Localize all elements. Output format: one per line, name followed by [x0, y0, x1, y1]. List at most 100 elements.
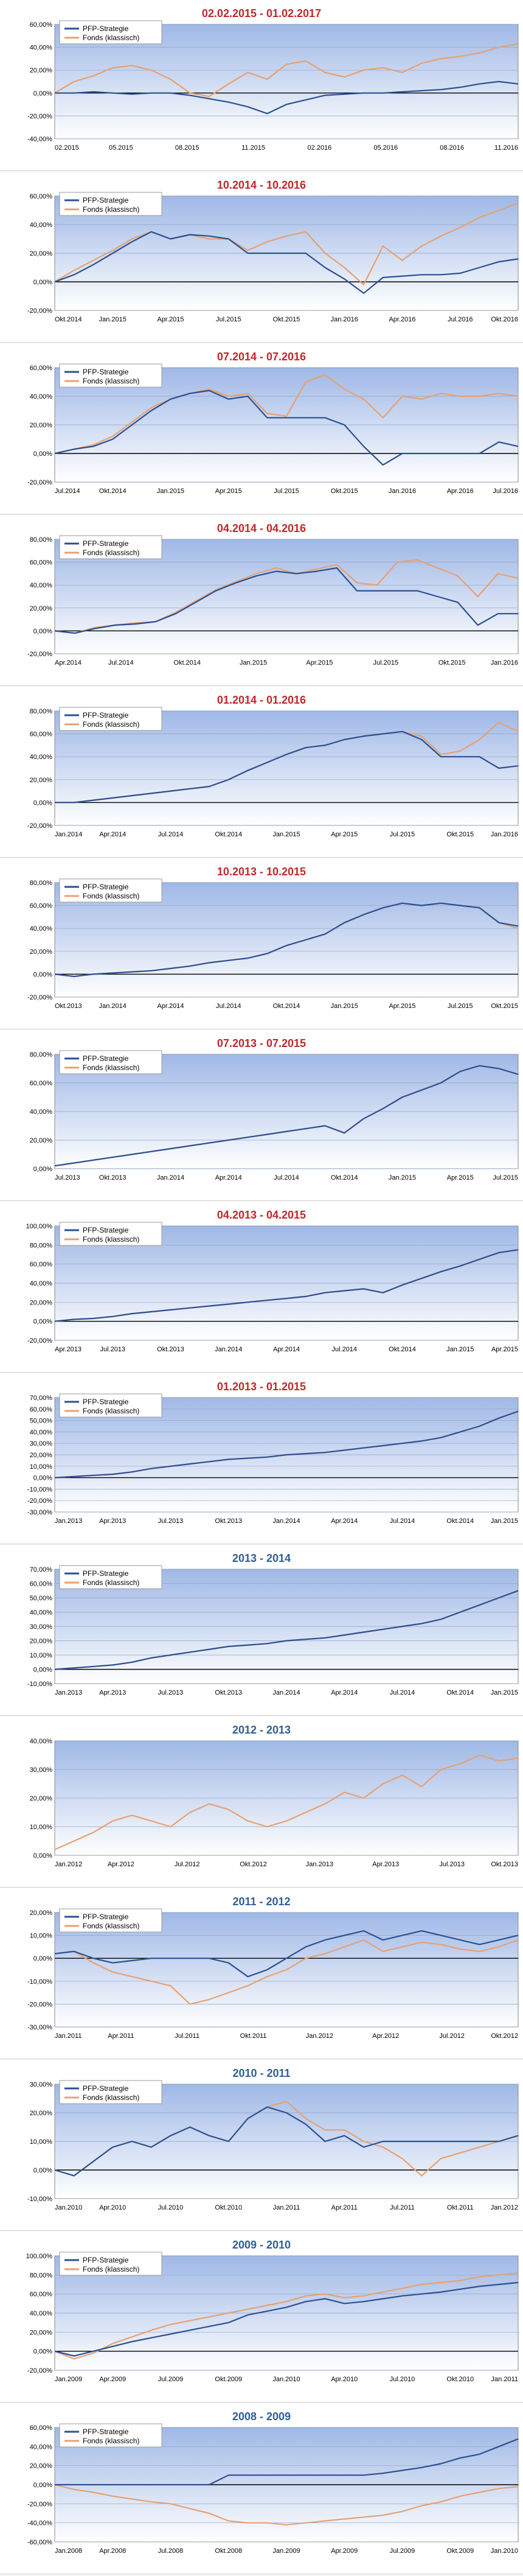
- x-tick-label: Jul.2013: [158, 1517, 184, 1525]
- x-tick-label: Okt.2014: [99, 488, 126, 495]
- y-tick-label: -40,00%: [27, 2520, 52, 2527]
- x-tick-label: Apr.2014: [273, 1346, 300, 1353]
- legend-label: PFP-Strategie: [83, 24, 129, 33]
- y-tick-label: -30,00%: [27, 2024, 52, 2031]
- y-tick-label: 20,00%: [30, 250, 53, 257]
- y-tick-label: 10,00%: [30, 1824, 53, 1831]
- x-tick-label: Jan.2012: [306, 2032, 333, 2040]
- y-tick-label: 100,00%: [26, 2253, 53, 2260]
- x-tick-label: Okt.2014: [55, 316, 82, 323]
- series-line: [55, 2438, 519, 2486]
- x-tick-label: Jul.2015: [493, 1174, 518, 1181]
- y-tick-label: 20,00%: [30, 1452, 53, 1459]
- x-tick-label: Jul.2016: [448, 316, 473, 323]
- x-tick-label: 08.2015: [175, 144, 199, 152]
- x-tick-label: Jul.2012: [175, 1861, 200, 1868]
- x-tick-label: Jul.2010: [390, 2376, 415, 2383]
- x-tick-label: Apr.2014: [215, 1174, 242, 1181]
- legend-label: Fonds (klassisch): [83, 2093, 139, 2102]
- y-tick-label: -20,00%: [27, 651, 52, 658]
- y-tick-label: 60,00%: [30, 1080, 53, 1087]
- x-tick-label: Jul.2014: [274, 1174, 299, 1181]
- x-tick-label: Apr.2014: [157, 1003, 184, 1010]
- series-line: [55, 80, 519, 114]
- y-tick-label: 40,00%: [30, 222, 53, 229]
- x-tick-label: Jan.2015: [389, 1174, 416, 1181]
- x-tick-label: Jul.2014: [331, 1346, 357, 1353]
- x-tick-label: Apr.2011: [331, 2204, 358, 2211]
- chart-title: 01.2013 - 01.2015: [216, 1381, 307, 1393]
- x-tick-label: Apr.2013: [372, 1861, 399, 1868]
- legend-box: [59, 363, 162, 388]
- y-tick-label: 50,00%: [30, 1418, 53, 1425]
- y-tick-label: -20,00%: [27, 1497, 52, 1505]
- x-tick-label: Jul.2013: [158, 1689, 184, 1696]
- legend-label: Fonds (klassisch): [83, 2265, 139, 2273]
- y-tick-label: 40,00%: [30, 925, 53, 933]
- chart-panel: 10.2014 - 10.2016 -20,00% 0,00% 20,00% 40,00…: [0, 172, 523, 343]
- x-tick-label: Jan.2014: [272, 1689, 300, 1696]
- chart-title: 04.2014 - 04.2016: [216, 522, 307, 534]
- x-tick-label: Jan.2015: [491, 1689, 518, 1696]
- series-line: [54, 202, 519, 285]
- x-tick-label: Jan.2016: [491, 831, 518, 838]
- series-line: [54, 231, 519, 294]
- x-tick-label: Jul.2015: [448, 1003, 473, 1010]
- x-tick-label: Okt.2012: [240, 1861, 267, 1868]
- y-tick-label: 0,00%: [33, 1955, 52, 1962]
- x-tick-label: Okt.2014: [389, 1346, 416, 1353]
- y-tick-label: 40,00%: [30, 1280, 53, 1287]
- legend-label: Fonds (klassisch): [83, 1578, 139, 1587]
- x-tick-label: Apr.2015: [215, 488, 242, 495]
- chart-svg: -20,00% 0,00% 20,00% 40,00% 60,00% Okt.2014 Ja…: [27, 192, 519, 323]
- x-tick-label: Okt.2013: [55, 1003, 82, 1010]
- y-tick-label: -20,00%: [27, 307, 52, 315]
- series-line: [54, 374, 519, 455]
- x-tick-label: Jan.2015: [240, 659, 267, 667]
- x-tick-label: Jan.2010: [491, 2547, 518, 2555]
- y-tick-label: 20,00%: [30, 1795, 53, 1802]
- y-tick-label: 10,00%: [30, 1933, 53, 1940]
- y-tick-label: 60,00%: [30, 2424, 53, 2432]
- y-tick-label: 40,00%: [30, 2443, 53, 2451]
- x-tick-label: Okt.2014: [215, 831, 242, 838]
- legend-box: [59, 1050, 162, 1074]
- chart-svg: -10,00% 0,00% 10,00% 20,00% 30,00% Jan.2010 Ap…: [27, 2080, 519, 2211]
- x-tick-label: Jan.2009: [55, 2376, 82, 2383]
- y-tick-label: 40,00%: [30, 1108, 53, 1116]
- x-tick-label: Apr.2015: [491, 1346, 518, 1353]
- chart-svg: -20,00% 0,00% 20,00% 40,00% 60,00% 80,00% 100,…: [26, 2252, 519, 2383]
- y-tick-label: 60,00%: [30, 731, 53, 738]
- legend-label: Fonds (klassisch): [83, 1235, 139, 1244]
- chart-svg: 0,00% 20,00% 40,00% 60,00% 80,00% Jul.2013 Okt…: [30, 1050, 519, 1181]
- series-line: [54, 1249, 519, 1322]
- y-tick-label: 60,00%: [30, 1261, 53, 1269]
- y-tick-label: 80,00%: [30, 708, 53, 715]
- chart-svg: -20,00% 0,00% 20,00% 40,00% 60,00% 80,00% Apr.…: [27, 535, 519, 667]
- x-tick-label: Jan.2015: [157, 488, 184, 495]
- y-tick-label: 0,00%: [33, 799, 52, 807]
- x-tick-label: Apr.2009: [99, 2376, 126, 2383]
- x-tick-label: Jul.2016: [493, 488, 518, 495]
- x-tick-label: Apr.2014: [331, 1517, 358, 1525]
- chart-svg: -30,00% -20,00% -10,00% 0,00% 10,00% 20,00% 30…: [27, 1393, 519, 1525]
- legend-label: PFP-Strategie: [83, 883, 129, 891]
- y-tick-label: 0,00%: [33, 1852, 52, 1860]
- y-tick-label: 80,00%: [30, 2272, 53, 2279]
- x-tick-label: Jan.2011: [55, 2032, 81, 2040]
- legend-label: PFP-Strategie: [83, 711, 129, 719]
- chart-svg: -20,00% 0,00% 20,00% 40,00% 60,00% 80,00% Okt.…: [27, 878, 519, 1010]
- x-tick-label: Jul.2009: [158, 2376, 184, 2383]
- x-tick-label: Jan.2015: [99, 316, 126, 323]
- y-tick-label: -20,00%: [27, 2001, 52, 2008]
- x-tick-label: Okt.2013: [491, 1861, 518, 1868]
- x-tick-label: 11.2015: [241, 144, 265, 152]
- chart-panel: 2011 - 2012 -30,00% -20,00% -10,00% 0,00% 10,…: [0, 1888, 523, 2059]
- legend-label: Fonds (klassisch): [83, 548, 139, 557]
- x-tick-label: Okt.2014: [446, 1517, 474, 1525]
- y-tick-label: 0,00%: [33, 450, 52, 458]
- legend-label: Fonds (klassisch): [83, 33, 139, 42]
- series-line: [54, 2272, 519, 2360]
- y-tick-label: -20,00%: [27, 2367, 52, 2375]
- y-tick-label: -40,00%: [27, 136, 52, 143]
